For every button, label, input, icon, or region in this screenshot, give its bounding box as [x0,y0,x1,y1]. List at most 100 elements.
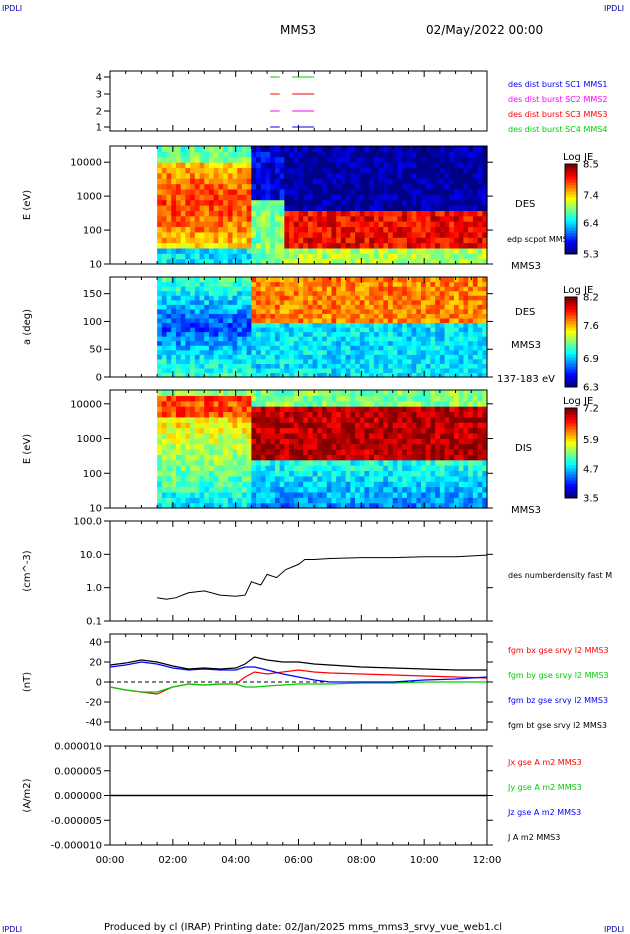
dis_energy-cell [260,406,267,413]
des_energy-cell [199,221,205,228]
des_energy-cell [208,178,215,185]
des_pitch-cell [279,286,285,292]
des_energy-cell [322,215,328,222]
dis_energy-cell [289,416,295,423]
des_energy-cell [430,167,436,174]
dis_energy-cell [472,486,479,493]
des_energy-cell [406,194,413,201]
dis_energy-cell [468,443,474,450]
des_energy-cell [185,172,191,179]
des_pitch-cell [444,345,450,351]
des_energy-cell [251,247,257,254]
des_energy-cell [340,156,347,163]
dis_energy-cell [289,465,295,472]
des_energy-cell [463,237,469,244]
dis_energy-cell [218,449,224,455]
dis_energy-cell [336,470,342,477]
des_pitch-cell [345,277,351,283]
des_energy-cell [274,199,281,206]
des_pitch-cell [383,322,389,328]
dis_energy-cell [435,465,441,472]
des_pitch-cell [251,363,257,369]
des_pitch-cell [166,363,172,369]
dis_energy-cell [378,416,384,423]
des_energy-cell [449,199,455,206]
des_energy-cell [326,242,333,249]
dis_energy-cell [190,459,196,466]
des_energy-cell [232,183,238,190]
des_energy-cell [345,199,351,206]
des_pitch-cell [289,277,295,283]
dis_energy-cell [392,449,399,455]
des_energy-cell [359,242,366,249]
dis_energy-cell [260,470,267,477]
des_energy-cell [171,194,177,201]
des_pitch-cell [204,304,210,310]
dis_energy-cell [175,470,182,477]
des_energy-cell [265,194,271,201]
des_energy-cell [270,162,276,169]
dis_energy-cell [175,454,182,461]
dis_energy-cell [421,438,427,445]
des_energy-cell [274,162,281,169]
dis_energy-cell [359,400,366,407]
des_energy-cell [477,194,483,201]
dis_energy-cell [185,406,191,413]
des_energy-cell [279,253,285,260]
dis_energy-cell [293,443,300,450]
des_energy-cell [439,247,446,254]
des_energy-cell [373,237,380,244]
dis_energy-cell [416,502,422,509]
des_pitch-cell [218,349,224,355]
des_pitch-cell [204,372,210,378]
dis_energy-cell [406,395,413,402]
dis_energy-cell [463,497,469,504]
dis_energy-cell [161,400,168,407]
des_energy-cell [406,210,413,217]
des_pitch-cell [378,363,384,369]
dis_energy-cell [289,395,295,402]
des_energy-cell [468,178,474,185]
des_energy-cell [157,221,163,228]
dis_energy-cell [416,491,422,498]
des_pitch-colorbar-cell [565,327,577,331]
des_energy-cell [425,167,432,174]
dis_energy-cell [246,475,252,482]
des_pitch-cell [293,327,300,333]
des_energy-cell [161,242,168,249]
des_pitch-cell [421,340,427,346]
des_pitch-cell [279,349,285,355]
des_energy-cell [444,215,450,222]
des_energy-cell [383,167,389,174]
dis_energy-cell [213,497,219,504]
des_pitch-cell [218,281,224,287]
des_energy-cell [190,151,196,158]
des_pitch-cell [336,345,342,351]
des_energy-cell [157,188,163,195]
des_pitch-cell [458,304,465,310]
des_pitch-cell [340,367,347,374]
des_pitch-cell [303,354,309,360]
dis_energy-cell [350,454,356,461]
des_energy-cell [355,226,361,233]
des_energy-cell [388,156,394,163]
des_pitch-cell [425,299,432,305]
des_energy-cell [175,183,182,190]
dis_energy-cell [218,416,224,423]
des_pitch-cell [397,317,403,324]
des_pitch-cell [449,345,455,351]
des_pitch-cell [355,372,361,378]
des_pitch-cell [227,317,234,324]
dis_energy-cell [303,497,309,504]
des_pitch-cell [190,363,196,369]
des_energy-cell [435,210,441,217]
des_energy-cell [227,215,234,222]
dis_energy-cell [416,400,422,407]
des_energy-cell [444,172,450,179]
des_energy-cell [237,194,243,201]
dis_energy-cell [454,459,460,466]
des_energy-cell [171,146,177,152]
des_energy-cell [345,146,351,152]
dis_energy-cell [373,454,380,461]
dis_energy-cell [468,475,474,482]
